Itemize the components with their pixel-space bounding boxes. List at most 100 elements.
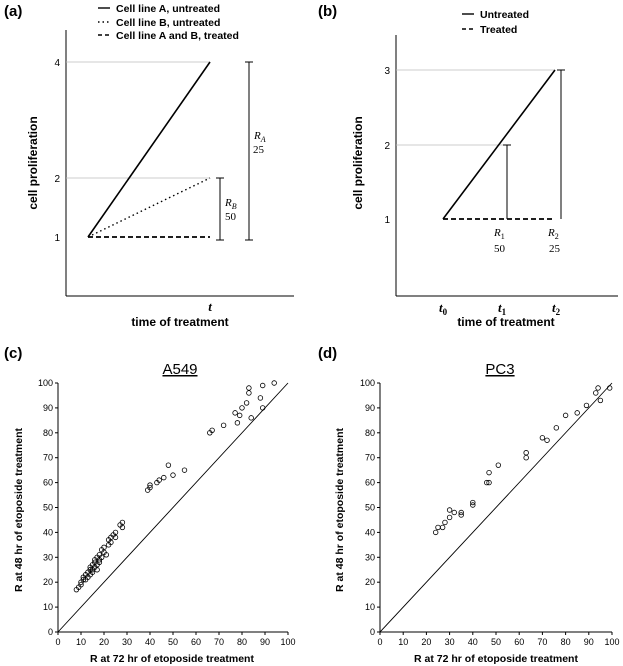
- panel-c-point: [170, 472, 176, 478]
- panel-c-point: [78, 581, 84, 588]
- panel-d-ylabel: R at 48 hr of etoposide treatment: [334, 428, 346, 592]
- panel-d-point: [486, 479, 492, 486]
- panel-d-point: [486, 469, 492, 476]
- panel-c-point: [156, 477, 162, 483]
- panel-c-point: [260, 382, 266, 389]
- panel-c-point: [94, 567, 100, 573]
- panel-d-xtick-label: 30: [445, 637, 455, 647]
- panel-c-point: [103, 552, 109, 558]
- panel-d-point: [435, 524, 441, 531]
- panel-b-ytick-1: 1: [384, 215, 390, 226]
- panel-c-ytick-label: 60: [43, 478, 53, 488]
- panel-d-point: [439, 524, 446, 531]
- panel-d-xtick-label: 0: [377, 637, 382, 647]
- panel-c-point: [246, 390, 252, 396]
- panel-c-point: [147, 482, 153, 488]
- panel-d-point: [446, 514, 453, 521]
- panel-d-title: PC3: [485, 361, 514, 378]
- panel-d-xtick-label: 70: [537, 637, 547, 647]
- legend-b-entry-1: Untreated: [480, 9, 529, 21]
- panel-d-ytick-label: 80: [365, 428, 375, 438]
- panel-d-ytick-label: 0: [370, 627, 375, 637]
- panel-c-ylabel: R at 48 hr of etoposide treatment: [13, 428, 25, 592]
- panel-c-xlabel: R at 72 hr of etoposide treatment: [90, 653, 254, 665]
- panel-c-point: [236, 412, 243, 419]
- panel-b: (b) Untreated Treated 3 2 1 cell prolife…: [318, 3, 618, 329]
- panel-c-ytick-label: 50: [43, 503, 53, 513]
- panel-c-point: [248, 415, 254, 421]
- panel-b-xlabel: time of treatment: [457, 315, 554, 329]
- panel-c-point: [220, 422, 227, 429]
- panel-a: (a) Cell line A, untreated Cell line B, …: [4, 3, 294, 329]
- panel-c-ytick-label: 100: [38, 378, 53, 388]
- panel-d-point: [606, 385, 613, 391]
- panel-d-ytick-label: 100: [360, 378, 375, 388]
- panel-d-point: [574, 410, 580, 416]
- panel-d-point: [553, 425, 560, 431]
- panel-c-ytick-label: 10: [43, 602, 53, 612]
- panel-b-label: (b): [318, 3, 337, 20]
- panel-c-xtick-label: 90: [260, 637, 270, 647]
- panel-c-xtick-label: 50: [168, 637, 178, 647]
- panel-c-point: [243, 400, 250, 406]
- label-a-RB: RB: [224, 197, 237, 211]
- panel-d-label: (d): [318, 345, 337, 362]
- panel-d-point: [458, 509, 464, 516]
- panel-c-xtick-label: 70: [214, 637, 224, 647]
- panel-d-plot: 00 10 10 20 20 30 30 40 40 50 50 60 60 70 70 80 80 90 90 10…: [360, 378, 620, 647]
- panel-b-legend: Untreated Treated: [462, 9, 529, 36]
- panel-c-point: [80, 577, 86, 583]
- panel-d-ytick-label: 20: [365, 577, 375, 587]
- panel-c-point: [161, 474, 167, 481]
- panel-c-title: A549: [162, 361, 197, 378]
- panel-c-xtick-label: 100: [280, 637, 295, 647]
- panel-d-point: [597, 397, 604, 404]
- panel-a-ytick-4: 4: [54, 58, 60, 69]
- panel-a-ylabel: cell proliferation: [26, 116, 40, 209]
- panel-a-xlabel: time of treatment: [131, 315, 228, 329]
- panel-d-xtick-label: 40: [468, 637, 478, 647]
- legend-a-entry-2: Cell line B, untreated: [116, 17, 220, 29]
- panel-d-xtick-label: 50: [491, 637, 501, 647]
- panel-d-point: [523, 450, 529, 456]
- line-a-celllineA-untreated: [87, 61, 211, 238]
- legend-b-entry-2: Treated: [480, 24, 517, 36]
- panel-d-point: [583, 402, 590, 409]
- panel-b-ylabel: cell proliferation: [351, 116, 365, 209]
- value-a-RB: 50: [225, 211, 237, 223]
- panel-d-ytick-label: 90: [365, 403, 375, 413]
- panel-d-point: [544, 437, 550, 443]
- panel-d-xtick-label: 90: [584, 637, 594, 647]
- panel-d: (d) PC3 00 10 10 20 20 30 30 40 40 50 50 60 60 70 70 80…: [318, 345, 620, 665]
- panel-c-point: [119, 519, 126, 526]
- panel-d-point: [470, 502, 476, 508]
- panel-a-label: (a): [4, 3, 22, 20]
- panel-c-point: [239, 405, 245, 411]
- panel-d-point: [562, 412, 569, 419]
- panel-d-point: [593, 390, 599, 396]
- panel-c-point: [234, 420, 241, 426]
- value-a-RA: 25: [253, 144, 265, 156]
- panel-d-ytick-label: 70: [365, 453, 375, 463]
- panel-d-point: [484, 479, 490, 486]
- bracket-a-RA: [245, 61, 253, 241]
- panel-d-point: [432, 529, 439, 536]
- panel-c-xtick-label: 0: [55, 637, 60, 647]
- panel-c-point: [260, 405, 266, 411]
- panel-b-xtick-t0: t0: [439, 300, 448, 317]
- panel-b-xtick-t1: t1: [498, 300, 507, 317]
- panel-c-label: (c): [4, 345, 22, 362]
- panel-c-point: [147, 484, 153, 491]
- panel-d-point: [523, 455, 529, 461]
- panel-a-legend: Cell line A, untreated Cell line B, untr…: [98, 3, 239, 42]
- panel-c-ytick-label: 20: [43, 577, 53, 587]
- panel-b-xtick-t2: t2: [552, 300, 561, 317]
- panel-c-xtick-label: 40: [145, 637, 155, 647]
- panel-d-identity-line: [379, 382, 613, 633]
- panel-d-xtick-label: 80: [561, 637, 571, 647]
- panel-c-xtick-label: 30: [122, 637, 132, 647]
- panel-d-point: [458, 512, 464, 518]
- panel-c-point: [232, 410, 238, 416]
- panel-c-ytick-label: 90: [43, 403, 53, 413]
- panel-c-xtick-label: 10: [76, 637, 86, 647]
